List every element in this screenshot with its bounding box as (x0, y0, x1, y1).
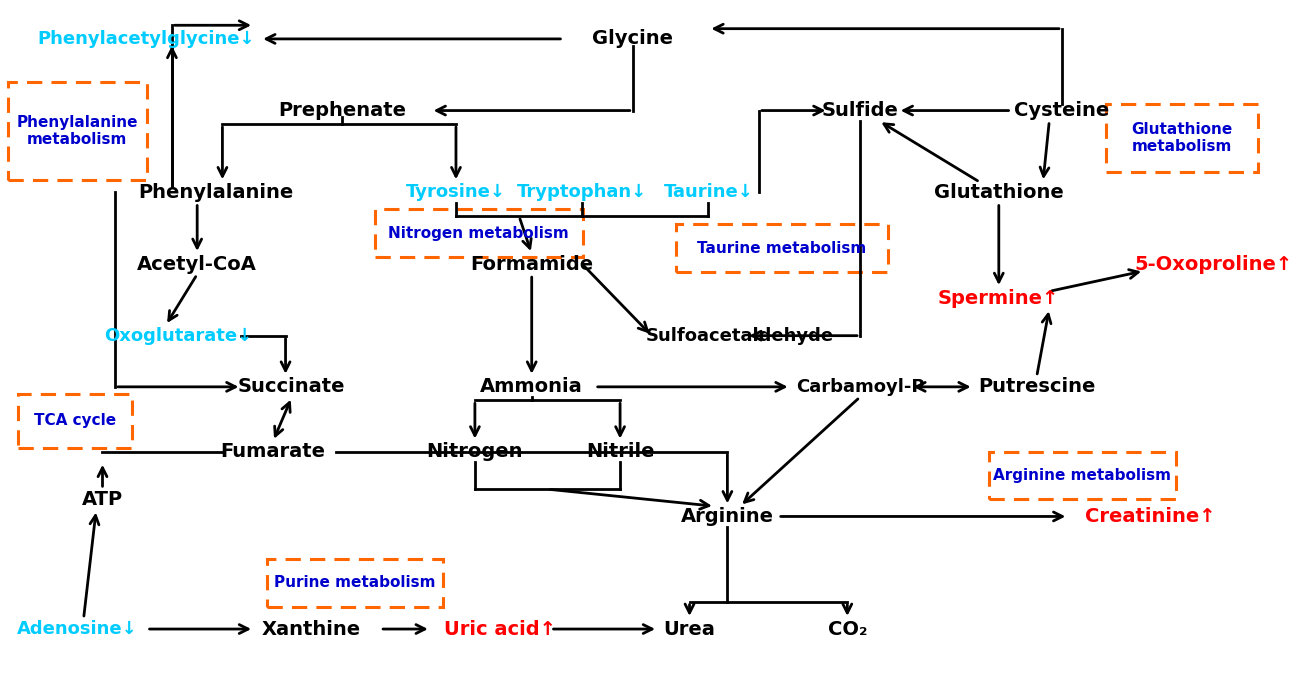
Text: Taurine↓: Taurine↓ (664, 184, 754, 201)
Text: Acetyl-CoA: Acetyl-CoA (137, 255, 257, 273)
Text: Tryptophan↓: Tryptophan↓ (518, 184, 647, 201)
Text: Taurine metabolism: Taurine metabolism (698, 241, 866, 256)
Text: Xanthine: Xanthine (261, 619, 360, 638)
Text: Phenylalanine: Phenylalanine (138, 183, 293, 202)
Text: TCA cycle: TCA cycle (34, 414, 116, 428)
Text: Nitrile: Nitrile (585, 442, 655, 461)
Text: Adenosine↓: Adenosine↓ (17, 620, 138, 638)
Text: CO₂: CO₂ (828, 619, 867, 638)
Text: Oxoglutarate↓: Oxoglutarate↓ (104, 327, 253, 345)
Text: Succinate: Succinate (239, 377, 346, 397)
Text: Nitrogen: Nitrogen (426, 442, 523, 461)
Text: Nitrogen metabolism: Nitrogen metabolism (389, 226, 569, 241)
Text: Fumarate: Fumarate (220, 442, 326, 461)
Text: Glutathione: Glutathione (934, 183, 1064, 202)
Text: Cysteine: Cysteine (1015, 101, 1110, 120)
Text: Putrescine: Putrescine (978, 377, 1095, 397)
Text: 5-Oxoproline↑: 5-Oxoproline↑ (1134, 255, 1292, 273)
Text: Formamide: Formamide (471, 255, 593, 273)
Text: Arginine: Arginine (681, 507, 773, 526)
Text: Tyrosine↓: Tyrosine↓ (406, 184, 506, 201)
Text: Arginine metabolism: Arginine metabolism (994, 468, 1171, 483)
Text: Phenylalanine
metabolism: Phenylalanine metabolism (17, 115, 138, 147)
Text: Ammonia: Ammonia (480, 377, 583, 397)
Text: ATP: ATP (82, 490, 123, 509)
Text: Purine metabolism: Purine metabolism (274, 575, 436, 590)
Text: Uric acid↑: Uric acid↑ (445, 619, 556, 638)
Text: Glycine: Glycine (592, 29, 673, 49)
Text: Phenylacetylglycine↓: Phenylacetylglycine↓ (38, 30, 256, 48)
Text: Spermine↑: Spermine↑ (938, 288, 1059, 308)
Text: Glutathione
metabolism: Glutathione metabolism (1132, 122, 1232, 154)
Text: Prephenate: Prephenate (278, 101, 407, 120)
Text: Sulfoacetaldehyde: Sulfoacetaldehyde (645, 327, 835, 345)
Text: Creatinine↑: Creatinine↑ (1085, 507, 1215, 526)
Text: Carbamoyl-P: Carbamoyl-P (795, 378, 925, 396)
Text: Sulfide: Sulfide (822, 101, 898, 120)
Text: Urea: Urea (664, 619, 716, 638)
